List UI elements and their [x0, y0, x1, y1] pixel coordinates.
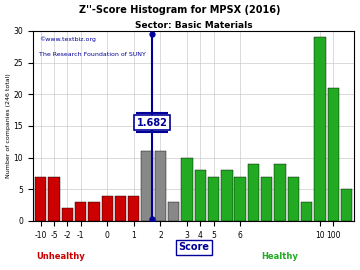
- Bar: [141, 151, 153, 221]
- Bar: [288, 177, 299, 221]
- Bar: [208, 177, 219, 221]
- Bar: [75, 202, 86, 221]
- Text: Z''-Score Histogram for MPSX (2016): Z''-Score Histogram for MPSX (2016): [79, 5, 281, 15]
- Bar: [88, 202, 100, 221]
- Bar: [102, 195, 113, 221]
- Bar: [248, 164, 259, 221]
- Text: Healthy: Healthy: [262, 252, 298, 261]
- X-axis label: Score: Score: [178, 242, 209, 252]
- Bar: [128, 195, 139, 221]
- Text: ©www.textbiz.org: ©www.textbiz.org: [39, 37, 96, 42]
- Bar: [328, 88, 339, 221]
- Bar: [195, 170, 206, 221]
- Text: The Research Foundation of SUNY: The Research Foundation of SUNY: [39, 52, 146, 57]
- Bar: [35, 177, 46, 221]
- Text: 1.682: 1.682: [136, 118, 167, 128]
- Bar: [234, 177, 246, 221]
- Title: Sector: Basic Materials: Sector: Basic Materials: [135, 21, 252, 30]
- Bar: [221, 170, 233, 221]
- Bar: [274, 164, 286, 221]
- Bar: [115, 195, 126, 221]
- Bar: [49, 177, 60, 221]
- Text: Unhealthy: Unhealthy: [36, 252, 85, 261]
- Y-axis label: Number of companies (246 total): Number of companies (246 total): [5, 73, 10, 178]
- Bar: [341, 189, 352, 221]
- Bar: [261, 177, 273, 221]
- Bar: [62, 208, 73, 221]
- Bar: [155, 151, 166, 221]
- Bar: [168, 202, 179, 221]
- Bar: [181, 157, 193, 221]
- Bar: [301, 202, 312, 221]
- Bar: [314, 37, 325, 221]
